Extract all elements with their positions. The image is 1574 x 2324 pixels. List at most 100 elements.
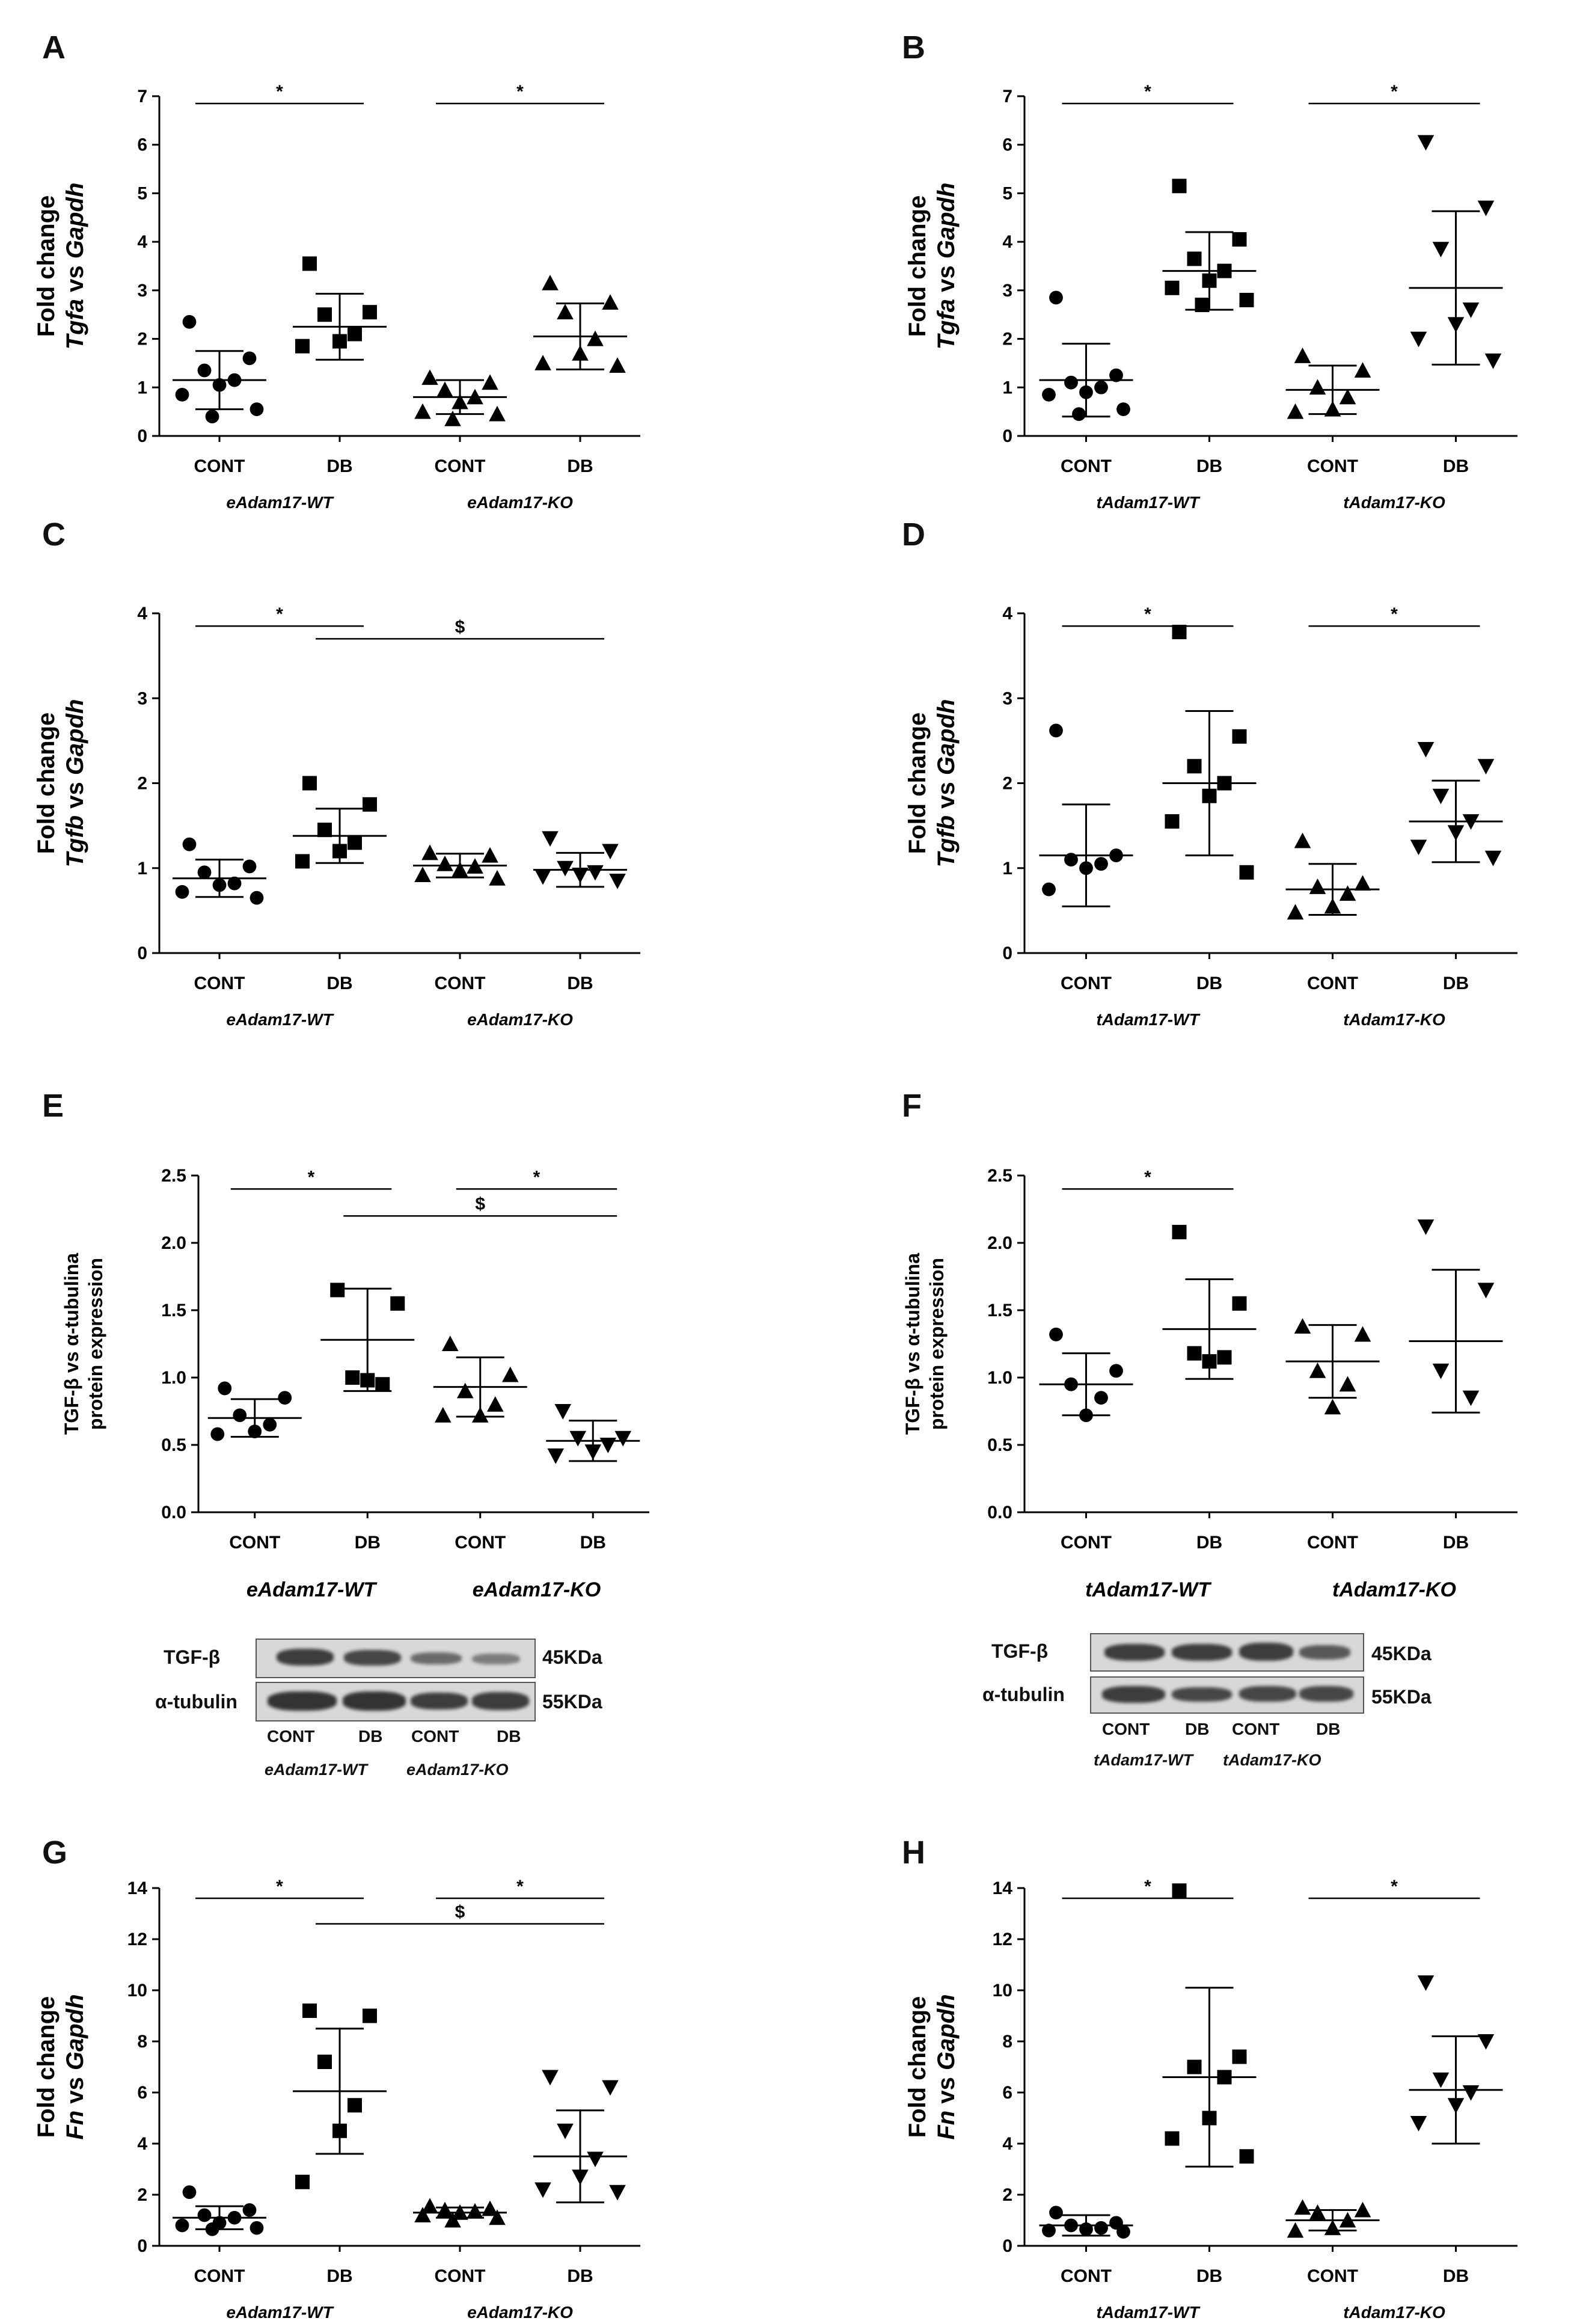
significance-label: *	[1391, 82, 1398, 102]
y-tick-label: 12	[993, 1930, 1012, 1949]
data-point-circle	[250, 2221, 264, 2235]
data-point-triangle-up	[557, 304, 574, 320]
data-point-triangle-up	[444, 410, 461, 426]
x-category-label: CONT	[1307, 456, 1358, 476]
significance-label: *	[516, 82, 524, 102]
y-axis-label-line1: Fold change	[33, 1996, 60, 2138]
data-point-triangle-up	[1309, 878, 1326, 894]
data-point-circle	[1094, 2221, 1108, 2235]
data-point-circle	[1049, 2206, 1063, 2220]
x-category-label: DB	[567, 456, 593, 476]
data-point-triangle-down	[557, 860, 574, 877]
y-tick-label: 2	[1002, 2185, 1012, 2205]
y-tick-label: 3	[137, 688, 147, 708]
data-point-circle	[1109, 1364, 1123, 1378]
x-category-label: DB	[1196, 973, 1222, 993]
data-point-triangle-down	[602, 2080, 619, 2096]
significance-label: *	[276, 1877, 283, 1896]
data-point-circle	[218, 1381, 232, 1396]
data-point-triangle-up	[1339, 388, 1356, 405]
blot-band	[1299, 1686, 1353, 1702]
chart-h: 0 2 4 6 8 10 12 14 CONT DB CONT DB tAdam17-WT tAdam17…	[904, 1877, 1517, 2322]
y-tick-label: 6	[1002, 2083, 1012, 2103]
blot-lane-label: DB	[1185, 1720, 1210, 1738]
blot-group-label: tAdam17-WT	[1094, 1751, 1193, 1769]
data-point-triangle-up	[414, 2207, 431, 2222]
y-tick-label: 5	[137, 183, 147, 203]
chart-f: 0.0 0.5 1.0 1.5 2.0 2.5 CONT DB CONT DB tAdam17-WT…	[902, 1166, 1517, 1601]
data-point-circle	[175, 387, 189, 402]
x-group-label: eAdam17-KO	[467, 1010, 573, 1029]
data-point-circle	[1049, 723, 1063, 738]
data-point-triangle-up	[421, 369, 438, 385]
panel-label-f: F	[902, 1088, 922, 1124]
significance-label: *	[533, 1167, 540, 1187]
data-point-triangle-down	[587, 865, 604, 881]
data-point-square	[345, 1370, 360, 1385]
y-tick-label: 7	[137, 87, 147, 106]
y-tick-label: 8	[1002, 2032, 1012, 2052]
blot-band	[1104, 1644, 1165, 1661]
x-category-label: DB	[567, 973, 593, 993]
data-point-triangle-up	[501, 1366, 519, 1382]
data-point-square	[295, 2174, 310, 2189]
y-tick-label: 2.5	[987, 1166, 1012, 1186]
data-point-triangle-up	[489, 2209, 506, 2225]
blot-band	[277, 1649, 334, 1666]
x-group-label: tAdam17-KO	[1332, 1578, 1456, 1601]
y-tick-label: 0	[1002, 943, 1012, 963]
y-axis-label-line2: Fn vs Gapdh	[933, 1994, 960, 2139]
data-point-triangle-up	[1287, 2222, 1304, 2238]
data-point-circle	[1042, 2224, 1056, 2237]
data-point-triangle-up	[1294, 2199, 1311, 2215]
blot-band	[411, 1652, 462, 1664]
y-axis-label-line2: Fn vs Gapdh	[62, 1994, 88, 2139]
y-tick-label: 4	[1002, 604, 1012, 624]
data-point-triangle-down	[1477, 2034, 1495, 2050]
y-axis-label-line2: protein expression	[926, 1258, 948, 1430]
data-point-square	[1172, 179, 1187, 194]
data-point-square	[1187, 1346, 1202, 1361]
chart-e: 0.0 0.5 1.0 1.5 2.0 2.5 CONT DB CONT DB eAdam17-WT…	[61, 1166, 649, 1601]
x-group-label: eAdam17-WT	[226, 493, 334, 512]
x-category-label: DB	[1196, 2266, 1222, 2286]
y-tick-label: 2	[1002, 774, 1012, 794]
data-point-triangle-up	[534, 355, 551, 370]
blot-group-label: tAdam17-KO	[1223, 1751, 1321, 1769]
data-point-circle	[182, 314, 197, 329]
y-axis-label-line1: Fold change	[904, 713, 931, 854]
data-point-square	[348, 327, 362, 342]
x-category-label: DB	[326, 2266, 352, 2286]
blot-band	[344, 1650, 401, 1666]
western-blot-f: TGF-β α-tubulin 45KDa 55KDa CONT DB CONT…	[787, 1623, 1569, 1804]
significance-label: *	[276, 604, 283, 624]
y-tick-label: 4	[1002, 232, 1012, 252]
y-tick-label: 4	[137, 2134, 147, 2154]
x-category-label: DB	[1443, 456, 1469, 476]
significance-label: $	[475, 1194, 485, 1214]
data-point-circle	[1042, 387, 1056, 402]
data-point-triangle-up	[1339, 885, 1356, 901]
data-point-circle	[250, 891, 264, 905]
data-point-triangle-down	[602, 844, 619, 860]
data-point-square	[1232, 1296, 1247, 1311]
data-point-triangle-down	[1462, 2085, 1480, 2101]
data-point-triangle-up	[489, 869, 506, 886]
data-point-triangle-down	[1477, 759, 1495, 775]
data-point-triangle-up	[1339, 1376, 1356, 1392]
blot-lane-label: DB	[1316, 1720, 1341, 1738]
blot-band	[343, 1691, 406, 1711]
data-point-triangle-down	[1477, 1283, 1495, 1299]
data-point-circle	[1094, 857, 1108, 871]
data-point-square	[317, 2055, 332, 2069]
x-category-label: CONT	[194, 2266, 245, 2286]
data-point-square	[348, 835, 362, 850]
blot-lane-label: DB	[497, 1727, 521, 1746]
data-point-triangle-up	[1309, 1363, 1326, 1378]
data-point-triangle-down	[1432, 242, 1450, 258]
y-tick-label: 1	[1002, 859, 1012, 878]
data-point-triangle-up	[1354, 2201, 1371, 2218]
data-point-square	[1172, 1883, 1187, 1898]
data-point-triangle-down	[1484, 353, 1502, 369]
blot-row-label-tgfb: TGF-β	[991, 1640, 1049, 1662]
